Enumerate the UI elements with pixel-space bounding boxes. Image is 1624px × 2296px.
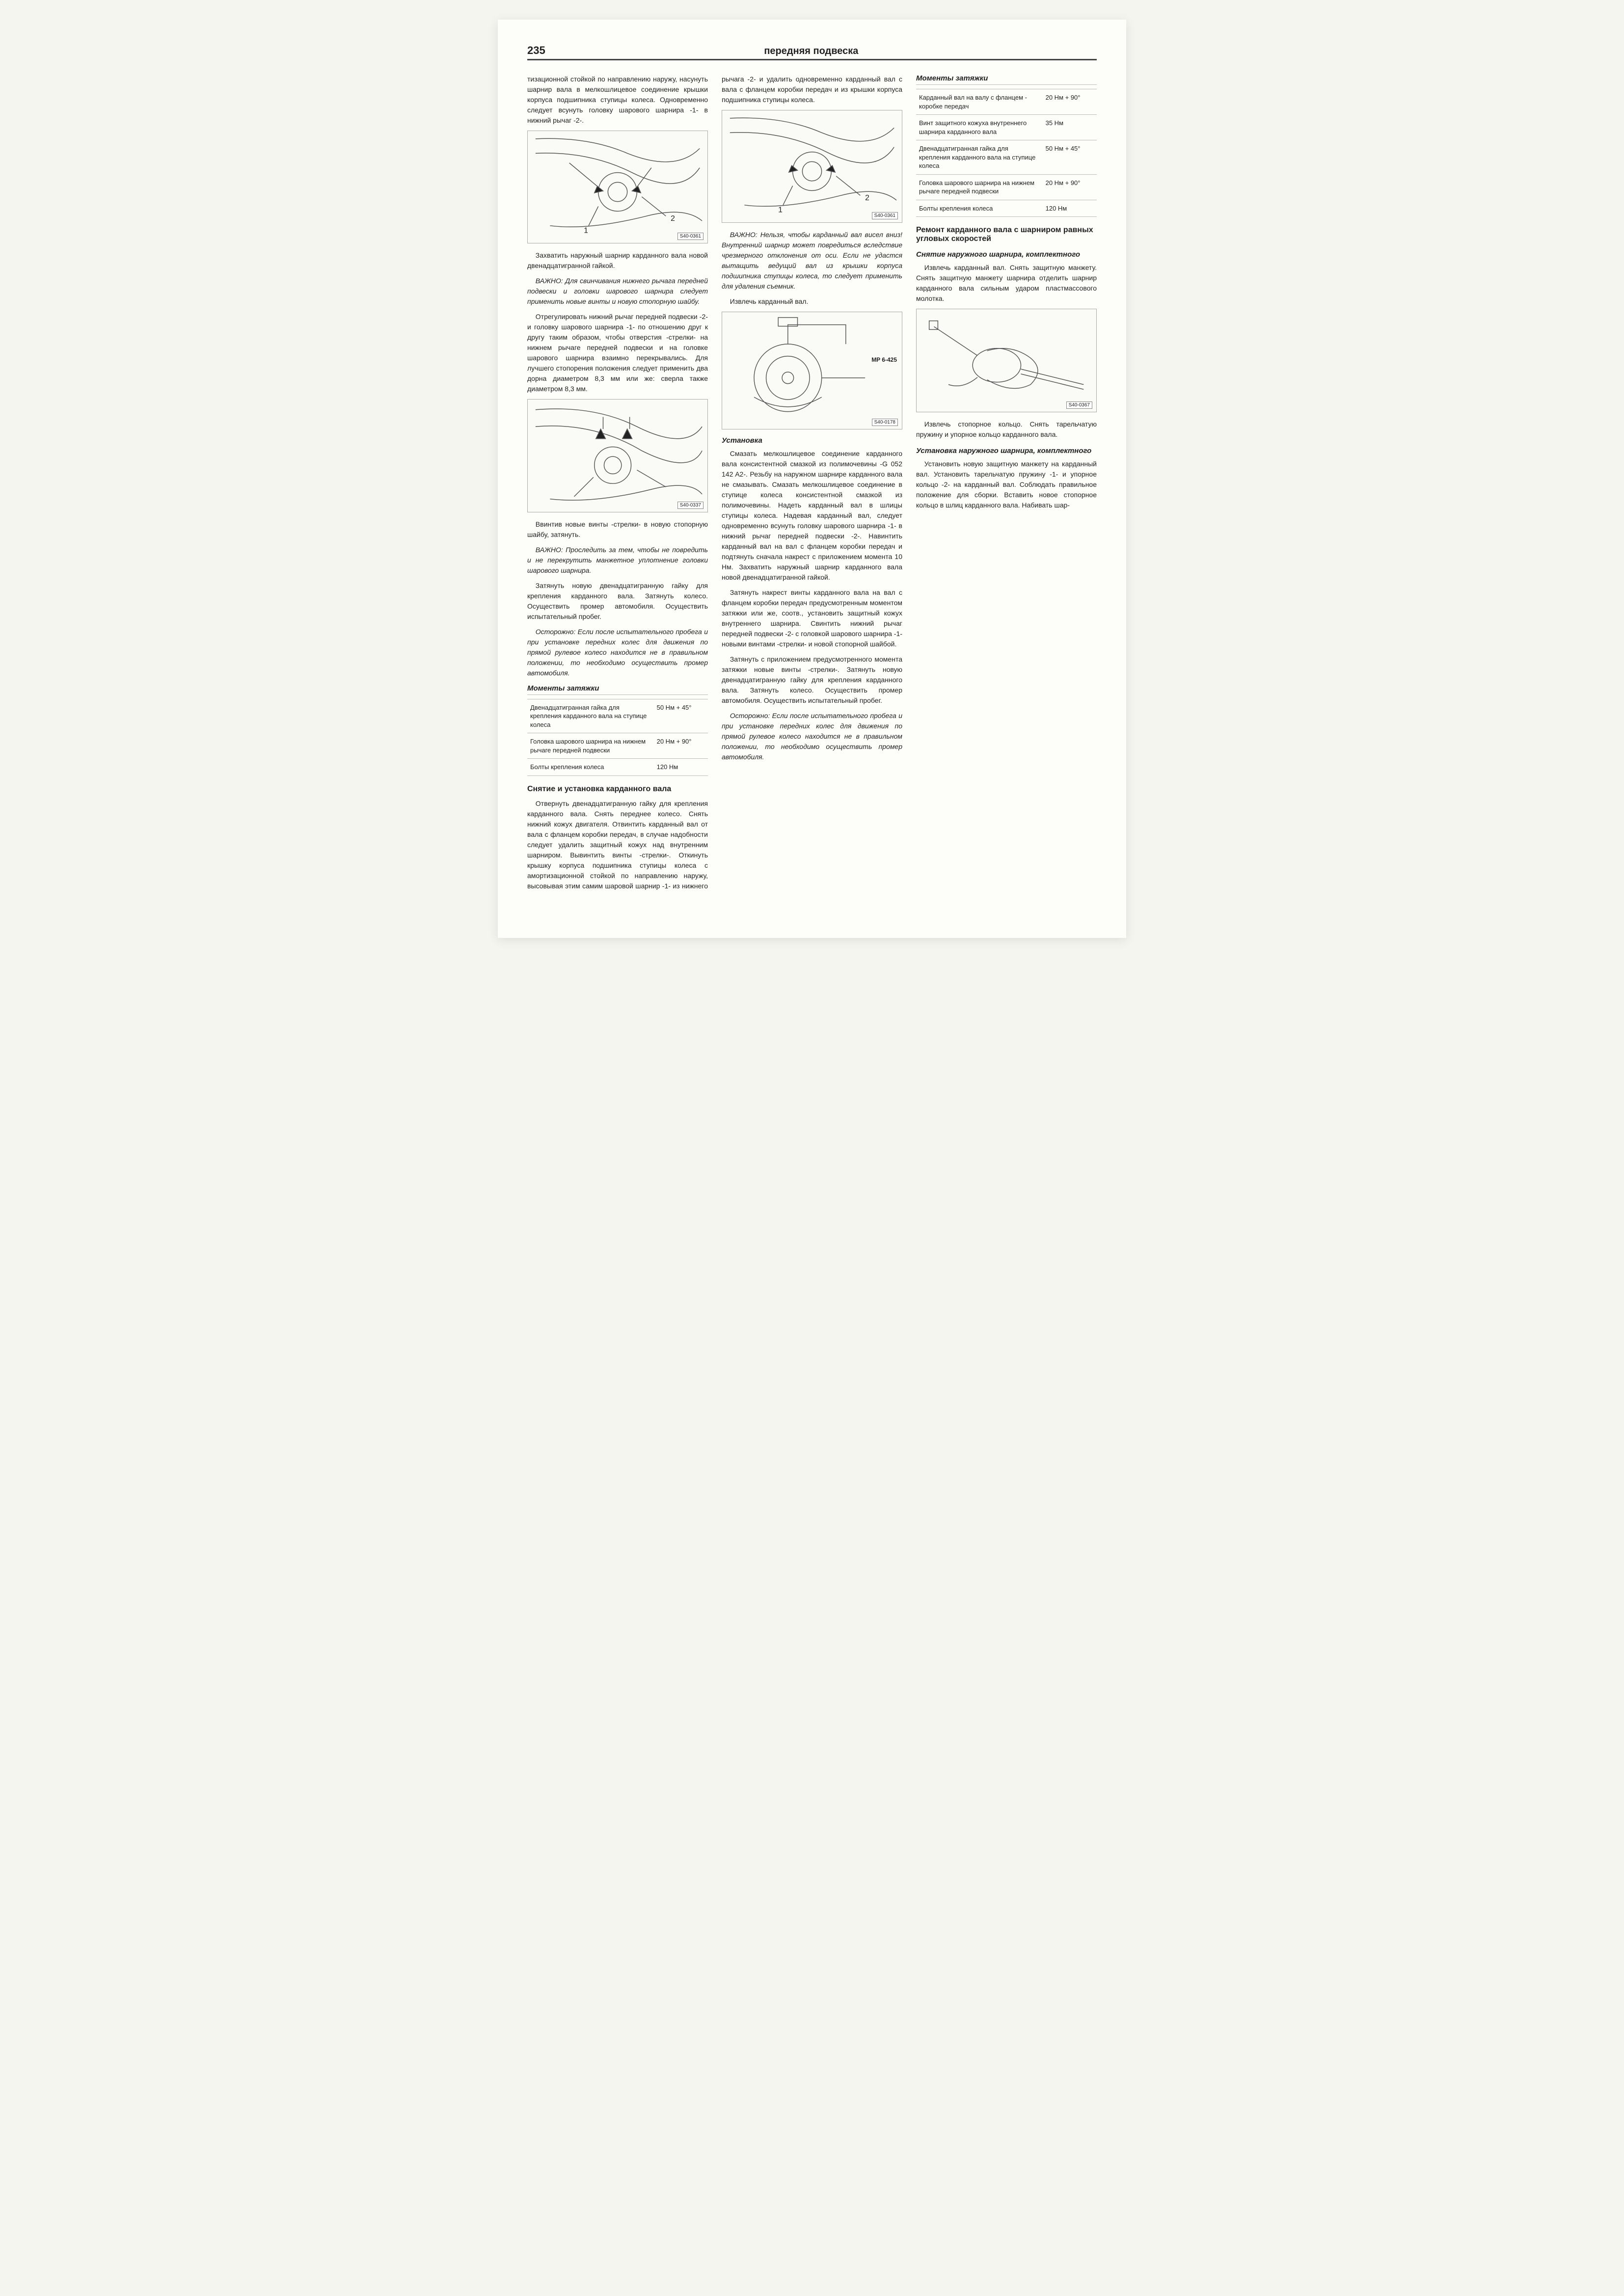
figure-label: S40-0178: [872, 419, 898, 426]
body-text: Затянуть новую двенадцатигранную гайку д…: [527, 581, 708, 622]
body-text-important: ВАЖНО: Для свинчивания нижнего рычага пе…: [527, 276, 708, 307]
figure-label: S40-0361: [872, 212, 898, 219]
figure-label: S40-0337: [677, 502, 704, 509]
torque-value: 20 Нм + 90°: [1043, 174, 1097, 200]
body-text-caution: Осторожно: Если после испытательного про…: [722, 711, 902, 762]
body-text: Затянуть накрест винты карданного вала н…: [722, 587, 902, 649]
torque-desc: Болты крепления колеса: [916, 200, 1043, 217]
page-header: 235 передняя подвеска: [527, 44, 1097, 60]
page-number: 235: [527, 44, 545, 57]
table-row: Двенадцатигранная гайка для крепления ка…: [916, 140, 1097, 175]
torque-value: 50 Нм + 45°: [654, 699, 708, 733]
torque-desc: Двенадцатигранная гайка для крепления ка…: [916, 140, 1043, 175]
figure-joint: S40-0367: [916, 309, 1097, 412]
body-text: Ввинтив новые винты -стрелки- в новую ст…: [527, 519, 708, 540]
body-text: Захватить наружный шарнир карданного вал…: [527, 250, 708, 271]
torque-table-2: Карданный вал на валу с фланцем - коробк…: [916, 89, 1097, 217]
body-text: Отрегулировать нижний рычаг передней под…: [527, 312, 708, 394]
svg-text:2: 2: [865, 194, 869, 202]
body-text: Извлечь карданный вал.: [722, 296, 902, 307]
torque-value: 20 Нм + 90°: [1043, 89, 1097, 115]
figure-label: S40-0361: [677, 233, 704, 240]
body-text: Извлечь стопорное кольцо. Снять тарельча…: [916, 419, 1097, 440]
svg-text:1: 1: [778, 206, 783, 214]
heading-section: Ремонт карданного вала с шарниром равных…: [916, 226, 1097, 243]
torque-desc: Головка шарового шарнира на нижнем рычаг…: [527, 733, 654, 759]
heading-subsection: Снятие наружного шарнира, комплектного: [916, 250, 1097, 259]
torque-value: 50 Нм + 45°: [1043, 140, 1097, 175]
table-row: Карданный вал на валу с фланцем - коробк…: [916, 89, 1097, 115]
table-row: Винт защитного кожуха внутреннего шарнир…: [916, 115, 1097, 140]
body-text: Затянуть с приложением предусмотренного …: [722, 654, 902, 706]
torque-desc: Болты крепления колеса: [527, 759, 654, 776]
heading-section: Снятие и установка карданного вала: [527, 785, 708, 794]
torque-desc: Карданный вал на валу с фланцем - коробк…: [916, 89, 1043, 115]
heading-torque: Моменты затяжки: [916, 74, 1097, 85]
figure-label: S40-0367: [1066, 401, 1092, 409]
figure-mp-label: MP 6-425: [871, 356, 897, 363]
torque-value: 120 Нм: [654, 759, 708, 776]
page-title: передняя подвеска: [764, 46, 858, 57]
body-text: Извлечь карданный вал. Снять защитную ма…: [916, 263, 1097, 304]
table-row: Болты крепления колеса 120 Нм: [916, 200, 1097, 217]
heading-install: Установка: [722, 436, 902, 445]
torque-table-1: Двенадцатигранная гайка для крепления ка…: [527, 699, 708, 776]
body-text-important: ВАЖНО: Нельзя, чтобы карданный вал висел…: [722, 230, 902, 292]
torque-desc: Двенадцатигранная гайка для крепления ка…: [527, 699, 654, 733]
body-text-important: ВАЖНО: Проследить за тем, чтобы не повре…: [527, 545, 708, 576]
torque-desc: Винт защитного кожуха внутреннего шарнир…: [916, 115, 1043, 140]
page: 235 передняя подвеска тизационной стойко…: [498, 20, 1126, 938]
torque-value: 20 Нм + 90°: [654, 733, 708, 759]
heading-torque: Моменты затяжки: [527, 684, 708, 695]
torque-value: 120 Нм: [1043, 200, 1097, 217]
table-row: Болты крепления колеса 120 Нм: [527, 759, 708, 776]
body-text: тизационной стойкой по направлению наруж…: [527, 74, 708, 126]
content-columns: тизационной стойкой по направлению наруж…: [527, 74, 1097, 899]
figure-suspension-2: S40-0337: [527, 399, 708, 512]
table-row: Двенадцатигранная гайка для крепления ка…: [527, 699, 708, 733]
heading-subsection: Установка наружного шарнира, комплектног…: [916, 447, 1097, 455]
table-row: Головка шарового шарнира на нижнем рычаг…: [527, 733, 708, 759]
figure-suspension-3: 1 2 S40-0361: [722, 110, 902, 223]
svg-text:2: 2: [671, 214, 675, 223]
figure-tool-mp: MP 6-425 S40-0178: [722, 312, 902, 429]
torque-value: 35 Нм: [1043, 115, 1097, 140]
torque-desc: Головка шарового шарнира на нижнем рычаг…: [916, 174, 1043, 200]
body-text: Установить новую защитную манжету на кар…: [916, 459, 1097, 510]
svg-text:1: 1: [584, 227, 588, 235]
table-row: Головка шарового шарнира на нижнем рычаг…: [916, 174, 1097, 200]
figure-suspension-1: 1 2 S40-0361: [527, 131, 708, 243]
body-text-caution: Осторожно: Если после испытательного про…: [527, 627, 708, 678]
body-text: Смазать мелкошлицевое соединение карданн…: [722, 449, 902, 583]
